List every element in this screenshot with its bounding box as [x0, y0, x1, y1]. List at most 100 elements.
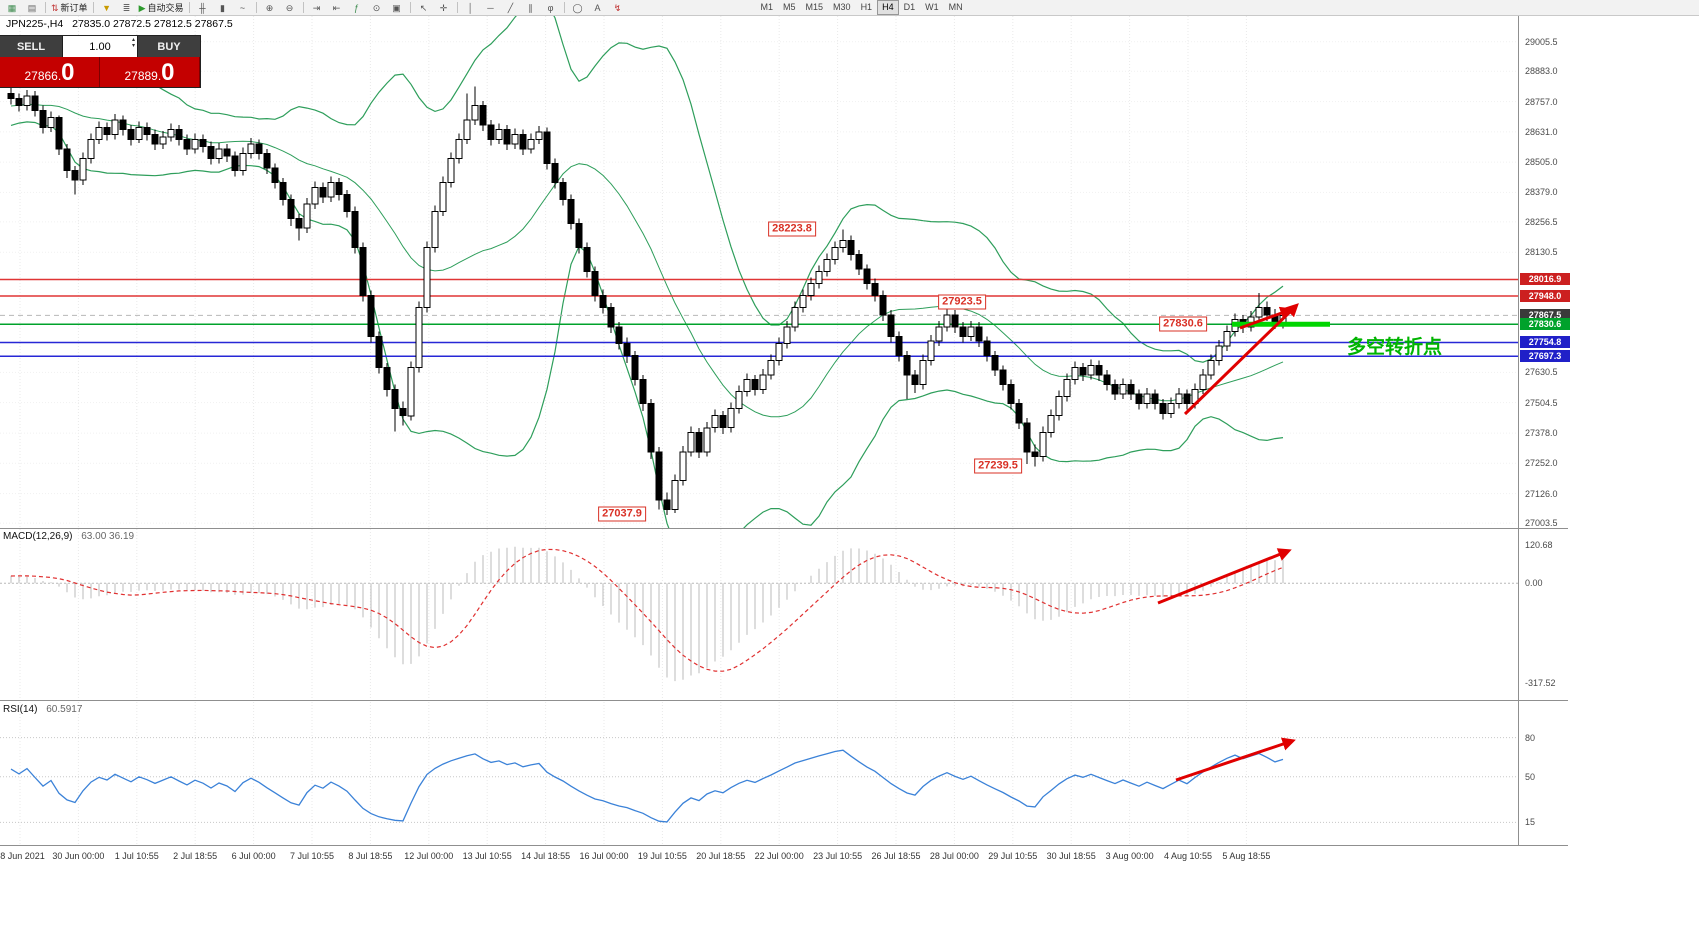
trade-widget-prices: 27866. 0 27889. 0	[0, 57, 200, 87]
timeframe-mn[interactable]: MN	[948, 2, 963, 12]
chart-ohlc-title: JPN225-,H4 27835.0 27872.5 27812.5 27867…	[6, 18, 233, 30]
timeframe-m30[interactable]: M30	[833, 2, 851, 12]
rsi-panel[interactable]: RSI(14) 60.5917	[0, 702, 1518, 845]
spinner-down-icon[interactable]: ▾	[131, 43, 135, 49]
volume-value: 1.00	[89, 40, 111, 53]
sell-button[interactable]: SELL	[0, 36, 63, 57]
horizontal-line-button[interactable]: ─	[481, 1, 501, 15]
timeframe-w1[interactable]: W1	[925, 2, 939, 12]
bid-price-button[interactable]: 27866. 0	[0, 57, 100, 87]
toolbar-separator	[92, 2, 94, 13]
price-tick-label: 29005.5	[1525, 37, 1558, 47]
volume-spinner-arrows[interactable]: ▴ ▾	[132, 37, 135, 49]
periods-icon: ⊙	[372, 2, 381, 13]
timeframe-m5[interactable]: M5	[783, 2, 796, 12]
timeframe-d1[interactable]: D1	[903, 2, 916, 12]
price-tick-label: 27126.0	[1525, 489, 1558, 499]
trend-arrow	[1183, 303, 1299, 416]
rsi-label: RSI(14) 60.5917	[3, 704, 82, 715]
trend-line-button[interactable]: ╱	[501, 1, 521, 15]
channel-button[interactable]: ∥	[521, 1, 541, 15]
ask-price-button[interactable]: 27889. 0	[100, 57, 200, 87]
price-tick-label: 28256.5	[1525, 217, 1558, 227]
price-chart-panel[interactable]: JPN225-,H4 27835.0 27872.5 27812.5 27867…	[0, 16, 1518, 528]
price-axis[interactable]: 29005.5 28883.0 28757.0 28631.0 28505.0 28379…	[1519, 0, 1581, 935]
templates-button[interactable]: ▣	[387, 1, 407, 15]
macd-values: 63.00 36.19	[81, 531, 135, 542]
rsi-value: 60.5917	[46, 704, 83, 715]
line-chart-type-icon: ~	[239, 2, 246, 13]
time-tick-label: 2 Jul 18:55	[173, 851, 218, 861]
timeframe-h1[interactable]: H1	[860, 2, 873, 12]
price-tick-label: 28130.5	[1525, 247, 1558, 257]
price-chart-canvas[interactable]	[0, 16, 1518, 528]
market-watch-icon: ≣	[122, 2, 131, 13]
bar-chart-type-button[interactable]: ╫	[193, 1, 213, 15]
candlestick-series	[7, 86, 1287, 515]
timeframe-m15[interactable]: M15	[805, 2, 824, 12]
macd-panel[interactable]: MACD(12,26,9) 63.00 36.19	[0, 529, 1518, 700]
autotrade-button[interactable]: ▶ 自动交易	[137, 1, 186, 15]
time-tick-label: 28 Jun 2021	[0, 851, 45, 861]
auto-scroll-button[interactable]: ⇥	[307, 1, 327, 15]
fibonacci-button[interactable]: φ	[541, 1, 561, 15]
zoom-in-button[interactable]: ⊕	[260, 1, 280, 15]
panel-separator[interactable]	[0, 700, 1568, 701]
periods-button[interactable]: ⊙	[367, 1, 387, 15]
macd-label: MACD(12,26,9) 63.00 36.19	[3, 531, 134, 542]
indicators-button[interactable]: ƒ	[347, 1, 367, 15]
chart-shift-icon: ⇤	[332, 2, 341, 13]
time-tick-label: 14 Jul 18:55	[521, 851, 571, 861]
toolbar-separator	[409, 2, 411, 13]
ask-price-main: 27889.	[124, 69, 162, 83]
price-tag: 27830.6	[1159, 316, 1207, 332]
trend-arrow	[1157, 548, 1292, 605]
one-click-trading-widget[interactable]: SELL 1.00 ▴ ▾ BUY 27866. 0 27889. 0	[0, 36, 200, 87]
rsi-scale-label: 50	[1525, 772, 1536, 782]
cursor-button[interactable]: ↖	[414, 1, 434, 15]
candle-chart-type-button[interactable]: ▮	[213, 1, 233, 15]
panel-separator[interactable]	[0, 845, 1568, 846]
time-axis[interactable]: 28 Jun 2021 30 Jun 00:00 1 Jul 10:55 2 Jul …	[0, 847, 1568, 866]
macd-canvas[interactable]	[0, 529, 1518, 700]
market-watch-button[interactable]: ≣	[117, 1, 137, 15]
buy-button[interactable]: BUY	[137, 36, 200, 57]
bar-chart-type-icon: ╫	[199, 2, 206, 13]
time-tick-label: 23 Jul 10:55	[813, 851, 863, 861]
rsi-canvas[interactable]	[0, 702, 1518, 845]
price-line-axis-badge: 27697.3	[1520, 350, 1570, 362]
time-tick-label: 5 Aug 18:55	[1222, 851, 1271, 861]
cursor-icon: ↖	[419, 2, 428, 13]
arrows-tool-button[interactable]: ↯	[608, 1, 628, 15]
chinese-annotation: 多空转折点	[1347, 337, 1443, 358]
time-tick-label: 12 Jul 00:00	[404, 851, 454, 861]
chart-symbol-period: JPN225-,H4	[6, 18, 64, 30]
time-tick-label: 26 Jul 18:55	[871, 851, 921, 861]
new-chart-button[interactable]: ▦	[2, 1, 22, 15]
panel-separator[interactable]	[0, 528, 1568, 529]
filter-button[interactable]: ▼	[97, 1, 117, 15]
time-tick-label: 19 Jul 10:55	[637, 851, 687, 861]
price-tick-label: 28631.0	[1525, 127, 1558, 137]
profiles-button[interactable]: ▤	[22, 1, 42, 15]
shapes-button[interactable]: ◯	[568, 1, 588, 15]
timeframe-h4[interactable]: H4	[877, 0, 899, 15]
text-label-button[interactable]: A	[588, 1, 608, 15]
macd-name: MACD(12,26,9)	[3, 531, 73, 542]
new-order-label: 新订单	[60, 3, 88, 13]
chart-shift-button[interactable]: ⇤	[327, 1, 347, 15]
bid-price-big-digit: 0	[61, 59, 75, 86]
volume-stepper[interactable]: 1.00 ▴ ▾	[63, 36, 137, 57]
line-chart-type-button[interactable]: ~	[233, 1, 253, 15]
macd-scale-label: 120.68	[1525, 540, 1553, 550]
spinner-up-icon[interactable]: ▴	[131, 37, 135, 43]
zoom-out-icon: ⊖	[285, 2, 294, 13]
vertical-line-button[interactable]: │	[461, 1, 481, 15]
crosshair-button[interactable]: ✛	[434, 1, 454, 15]
timeframe-m1[interactable]: M1	[760, 2, 774, 12]
price-tag: 27923.5	[938, 294, 986, 310]
new-order-button[interactable]: ⇅ 新订单	[49, 1, 90, 15]
time-tick-label: 30 Jul 18:55	[1046, 851, 1096, 861]
zoom-out-button[interactable]: ⊖	[280, 1, 300, 15]
price-tick-label: 28883.0	[1525, 66, 1558, 76]
